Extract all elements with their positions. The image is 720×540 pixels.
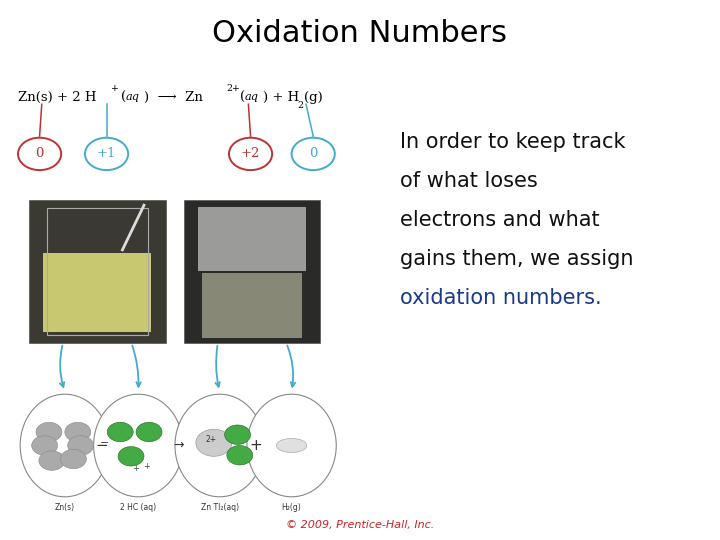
FancyBboxPatch shape — [202, 273, 302, 338]
Text: +: + — [132, 464, 139, 472]
Text: 0: 0 — [35, 147, 44, 160]
Circle shape — [227, 446, 253, 465]
Ellipse shape — [276, 438, 307, 453]
Ellipse shape — [175, 394, 264, 497]
Text: © 2009, Prentice-Hall, Inc.: © 2009, Prentice-Hall, Inc. — [286, 520, 434, 530]
Text: 2+: 2+ — [205, 435, 217, 443]
Text: ) + H: ) + H — [263, 91, 299, 104]
Text: 0: 0 — [309, 147, 318, 160]
Text: electrons and what: electrons and what — [400, 210, 599, 230]
Ellipse shape — [247, 394, 336, 497]
Text: of what loses: of what loses — [400, 171, 537, 191]
Text: Zn(s) + 2 H: Zn(s) + 2 H — [18, 91, 96, 104]
FancyBboxPatch shape — [184, 200, 320, 343]
Text: 2 HC (aq): 2 HC (aq) — [120, 503, 156, 512]
Circle shape — [196, 429, 232, 456]
Text: +2: +2 — [241, 147, 260, 160]
Circle shape — [136, 422, 162, 442]
Text: 2+: 2+ — [227, 84, 240, 93]
Text: +: + — [143, 462, 150, 470]
Circle shape — [60, 449, 86, 469]
Text: oxidation numbers.: oxidation numbers. — [400, 288, 601, 308]
Text: In order to keep track: In order to keep track — [400, 132, 625, 152]
Text: Zn TI₂(aq): Zn TI₂(aq) — [201, 503, 238, 512]
Text: →: → — [174, 439, 184, 452]
Text: +: + — [110, 84, 118, 93]
Text: gains them, we assign: gains them, we assign — [400, 249, 633, 269]
Circle shape — [65, 422, 91, 442]
Text: +1: +1 — [97, 147, 116, 160]
Text: (: ( — [240, 91, 245, 104]
Circle shape — [118, 447, 144, 466]
Text: )  ⟶  Zn: ) ⟶ Zn — [144, 91, 203, 104]
Text: aq: aq — [245, 92, 258, 102]
Ellipse shape — [20, 394, 109, 497]
Circle shape — [39, 451, 65, 470]
Text: Zn(s): Zn(s) — [55, 503, 75, 512]
Circle shape — [225, 425, 251, 444]
Ellipse shape — [94, 394, 183, 497]
FancyBboxPatch shape — [198, 207, 306, 271]
Text: −: − — [99, 438, 109, 448]
Text: (: ( — [121, 91, 126, 104]
Text: (g): (g) — [304, 91, 323, 104]
Circle shape — [68, 436, 94, 455]
FancyBboxPatch shape — [43, 253, 151, 332]
Text: 2: 2 — [297, 102, 303, 110]
Text: aq: aq — [126, 92, 140, 102]
Text: H₂(g): H₂(g) — [282, 503, 302, 512]
Text: +: + — [249, 438, 262, 453]
Text: −: − — [95, 438, 108, 453]
Text: Oxidation Numbers: Oxidation Numbers — [212, 19, 508, 48]
Circle shape — [36, 422, 62, 442]
Circle shape — [107, 422, 133, 442]
FancyBboxPatch shape — [29, 200, 166, 343]
Circle shape — [32, 436, 58, 455]
